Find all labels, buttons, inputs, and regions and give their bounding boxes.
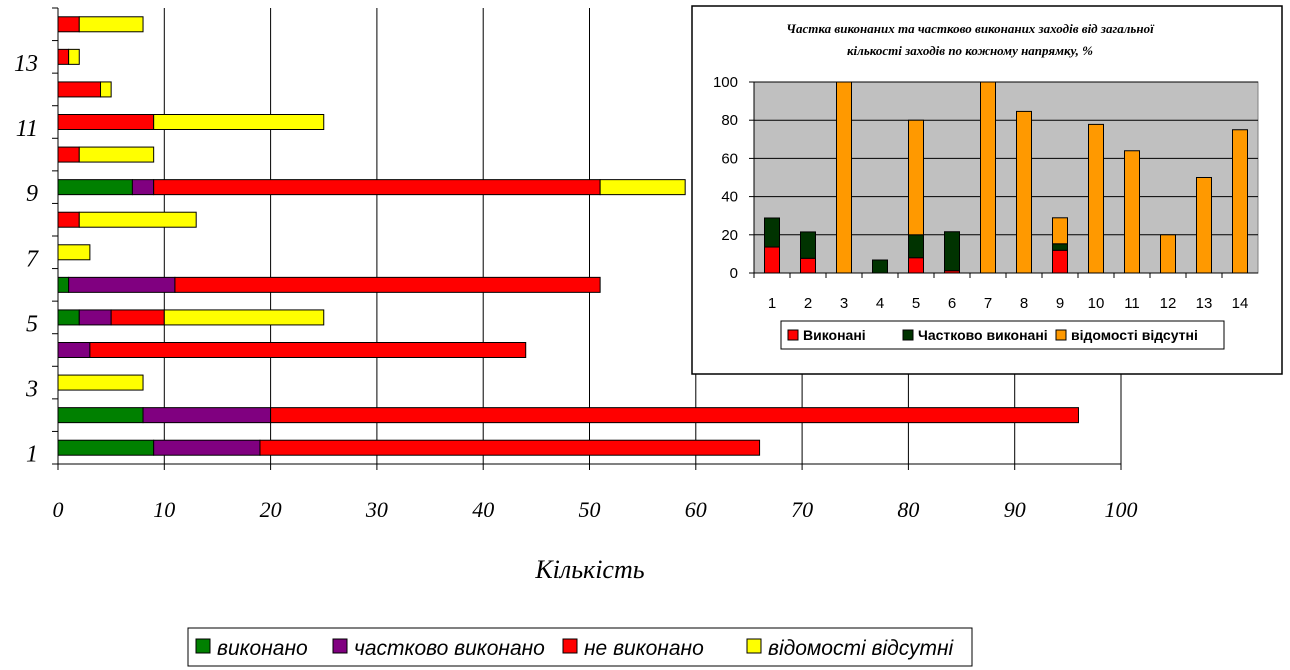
inset-y-tick-label: 100 (713, 74, 738, 91)
inset-bar-segment (1196, 177, 1212, 274)
inset-x-tick-label: 8 (1020, 295, 1028, 312)
inset-x-tick-label: 14 (1232, 295, 1249, 312)
inset-x-tick-label: 10 (1088, 295, 1105, 312)
bar-segment (89, 342, 527, 358)
inset-bar-segment (764, 217, 780, 248)
main-bars (57, 16, 1079, 456)
bar-segment (78, 211, 197, 228)
bar-segment (270, 407, 1079, 424)
bar-segment (259, 439, 761, 456)
main-axes (52, 7, 1122, 470)
inset-bar-segment (944, 231, 960, 272)
main-legend: виконано частково виконано не виконано відо… (187, 627, 973, 667)
legend-label: частково виконано (354, 637, 545, 660)
inset-x-tick-label: 7 (984, 295, 992, 312)
y-tick-label: 13 (14, 51, 38, 77)
inset-bar-segment (980, 81, 996, 274)
legend-swatch (332, 638, 348, 654)
bar-segment (174, 276, 601, 293)
inset-x-tick-label: 11 (1124, 295, 1140, 312)
inset-bar-segment (836, 81, 852, 274)
x-tick-label: 0 (53, 497, 64, 522)
inset-title-line-1: Частка виконаних та частково виконаних з… (786, 21, 1155, 36)
inset-y-tick-label: 40 (721, 189, 738, 206)
x-axis-title: Кількість (534, 555, 644, 584)
inset-legend-frame (780, 320, 1225, 350)
bar-segment (100, 81, 112, 98)
x-tick-label: 20 (260, 497, 282, 522)
inset-x-tick-label: 5 (912, 295, 920, 312)
inset-x-tick-label: 4 (876, 295, 884, 312)
x-tick-label: 40 (472, 497, 494, 522)
inset-bar-segment (1088, 123, 1104, 274)
y-tick-label: 11 (16, 116, 38, 142)
inset-bar-segment (908, 257, 924, 274)
x-tick-label: 60 (685, 497, 707, 522)
x-tick-label: 90 (1004, 497, 1026, 522)
inset-y-tick-label: 60 (721, 150, 738, 167)
inset-y-tick-label: 0 (730, 265, 738, 282)
inset-legend: Виконані Частково виконані відомості відсу… (780, 320, 1225, 350)
inset-x-tick-label: 1 (768, 295, 776, 312)
y-tick-label: 7 (26, 246, 39, 272)
inset-bar-segment (800, 257, 816, 274)
inset-bar-segment (1016, 110, 1032, 274)
legend-swatch (562, 638, 578, 654)
inset-y-tick-label: 20 (721, 227, 738, 244)
inset-bar-segment (1052, 249, 1068, 274)
inset-legend-swatch (1055, 329, 1067, 341)
inset-legend-label: Виконані (803, 327, 866, 343)
inset-x-tick-label: 6 (948, 295, 956, 312)
inset-bar-segment (764, 246, 780, 274)
inset-bar-segment (800, 231, 816, 259)
inset-x-tick-label: 12 (1160, 295, 1177, 312)
y-tick-label: 9 (26, 181, 38, 207)
inset-bar-segment (1160, 234, 1176, 274)
bar-segment (68, 48, 80, 65)
inset-bar-segment (1124, 150, 1140, 274)
y-tick-label: 3 (25, 377, 38, 403)
inset-bar-segment (908, 119, 924, 236)
inset-y-tick-label: 80 (721, 112, 738, 129)
inset-bar-segment (1052, 217, 1068, 245)
bar-segment (78, 16, 144, 33)
x-tick-label: 70 (791, 497, 813, 522)
bar-segment (599, 179, 686, 196)
inset-x-tick-label: 13 (1196, 295, 1213, 312)
x-tick-label: 100 (1105, 497, 1138, 522)
inset-legend-label: відомості відсутні (1071, 327, 1198, 343)
legend-frame (187, 627, 973, 667)
inset-bar-segment (1052, 243, 1068, 251)
inset-bar-segment (872, 259, 888, 274)
y-tick-label: 5 (26, 311, 38, 337)
inset-x-tick-label: 3 (840, 295, 848, 312)
inset-legend-label: Частково виконані (918, 327, 1048, 343)
legend-label: відомості відсутні (768, 637, 955, 660)
inset-legend-swatch (787, 329, 799, 341)
bar-segment (153, 114, 325, 130)
x-tick-label: 50 (579, 497, 601, 522)
inset-x-tick-label: 2 (804, 295, 812, 312)
legend-swatch (195, 638, 211, 654)
legend-label: не виконано (584, 637, 704, 660)
y-tick-label: 1 (26, 442, 38, 468)
bar-segment (78, 146, 155, 163)
inset-bar-segment (1232, 129, 1248, 274)
bar-segment (163, 309, 325, 326)
legend-swatch (746, 638, 762, 654)
legend-label: виконано (217, 637, 308, 660)
inset-plot-background (753, 81, 1259, 274)
x-tick-label: 10 (153, 497, 175, 522)
inset-bar-segment (908, 234, 924, 259)
inset-x-tick-label: 9 (1056, 295, 1064, 312)
x-tick-label: 30 (365, 497, 388, 522)
inset-legend-swatch (902, 329, 914, 341)
main-x-tick-labels: 0 10 20 30 40 50 60 70 80 90 100 (53, 497, 1138, 522)
inset-title-line-2: кількості заходів по кожному напрямку, % (847, 43, 1093, 58)
x-tick-label: 80 (897, 497, 919, 522)
